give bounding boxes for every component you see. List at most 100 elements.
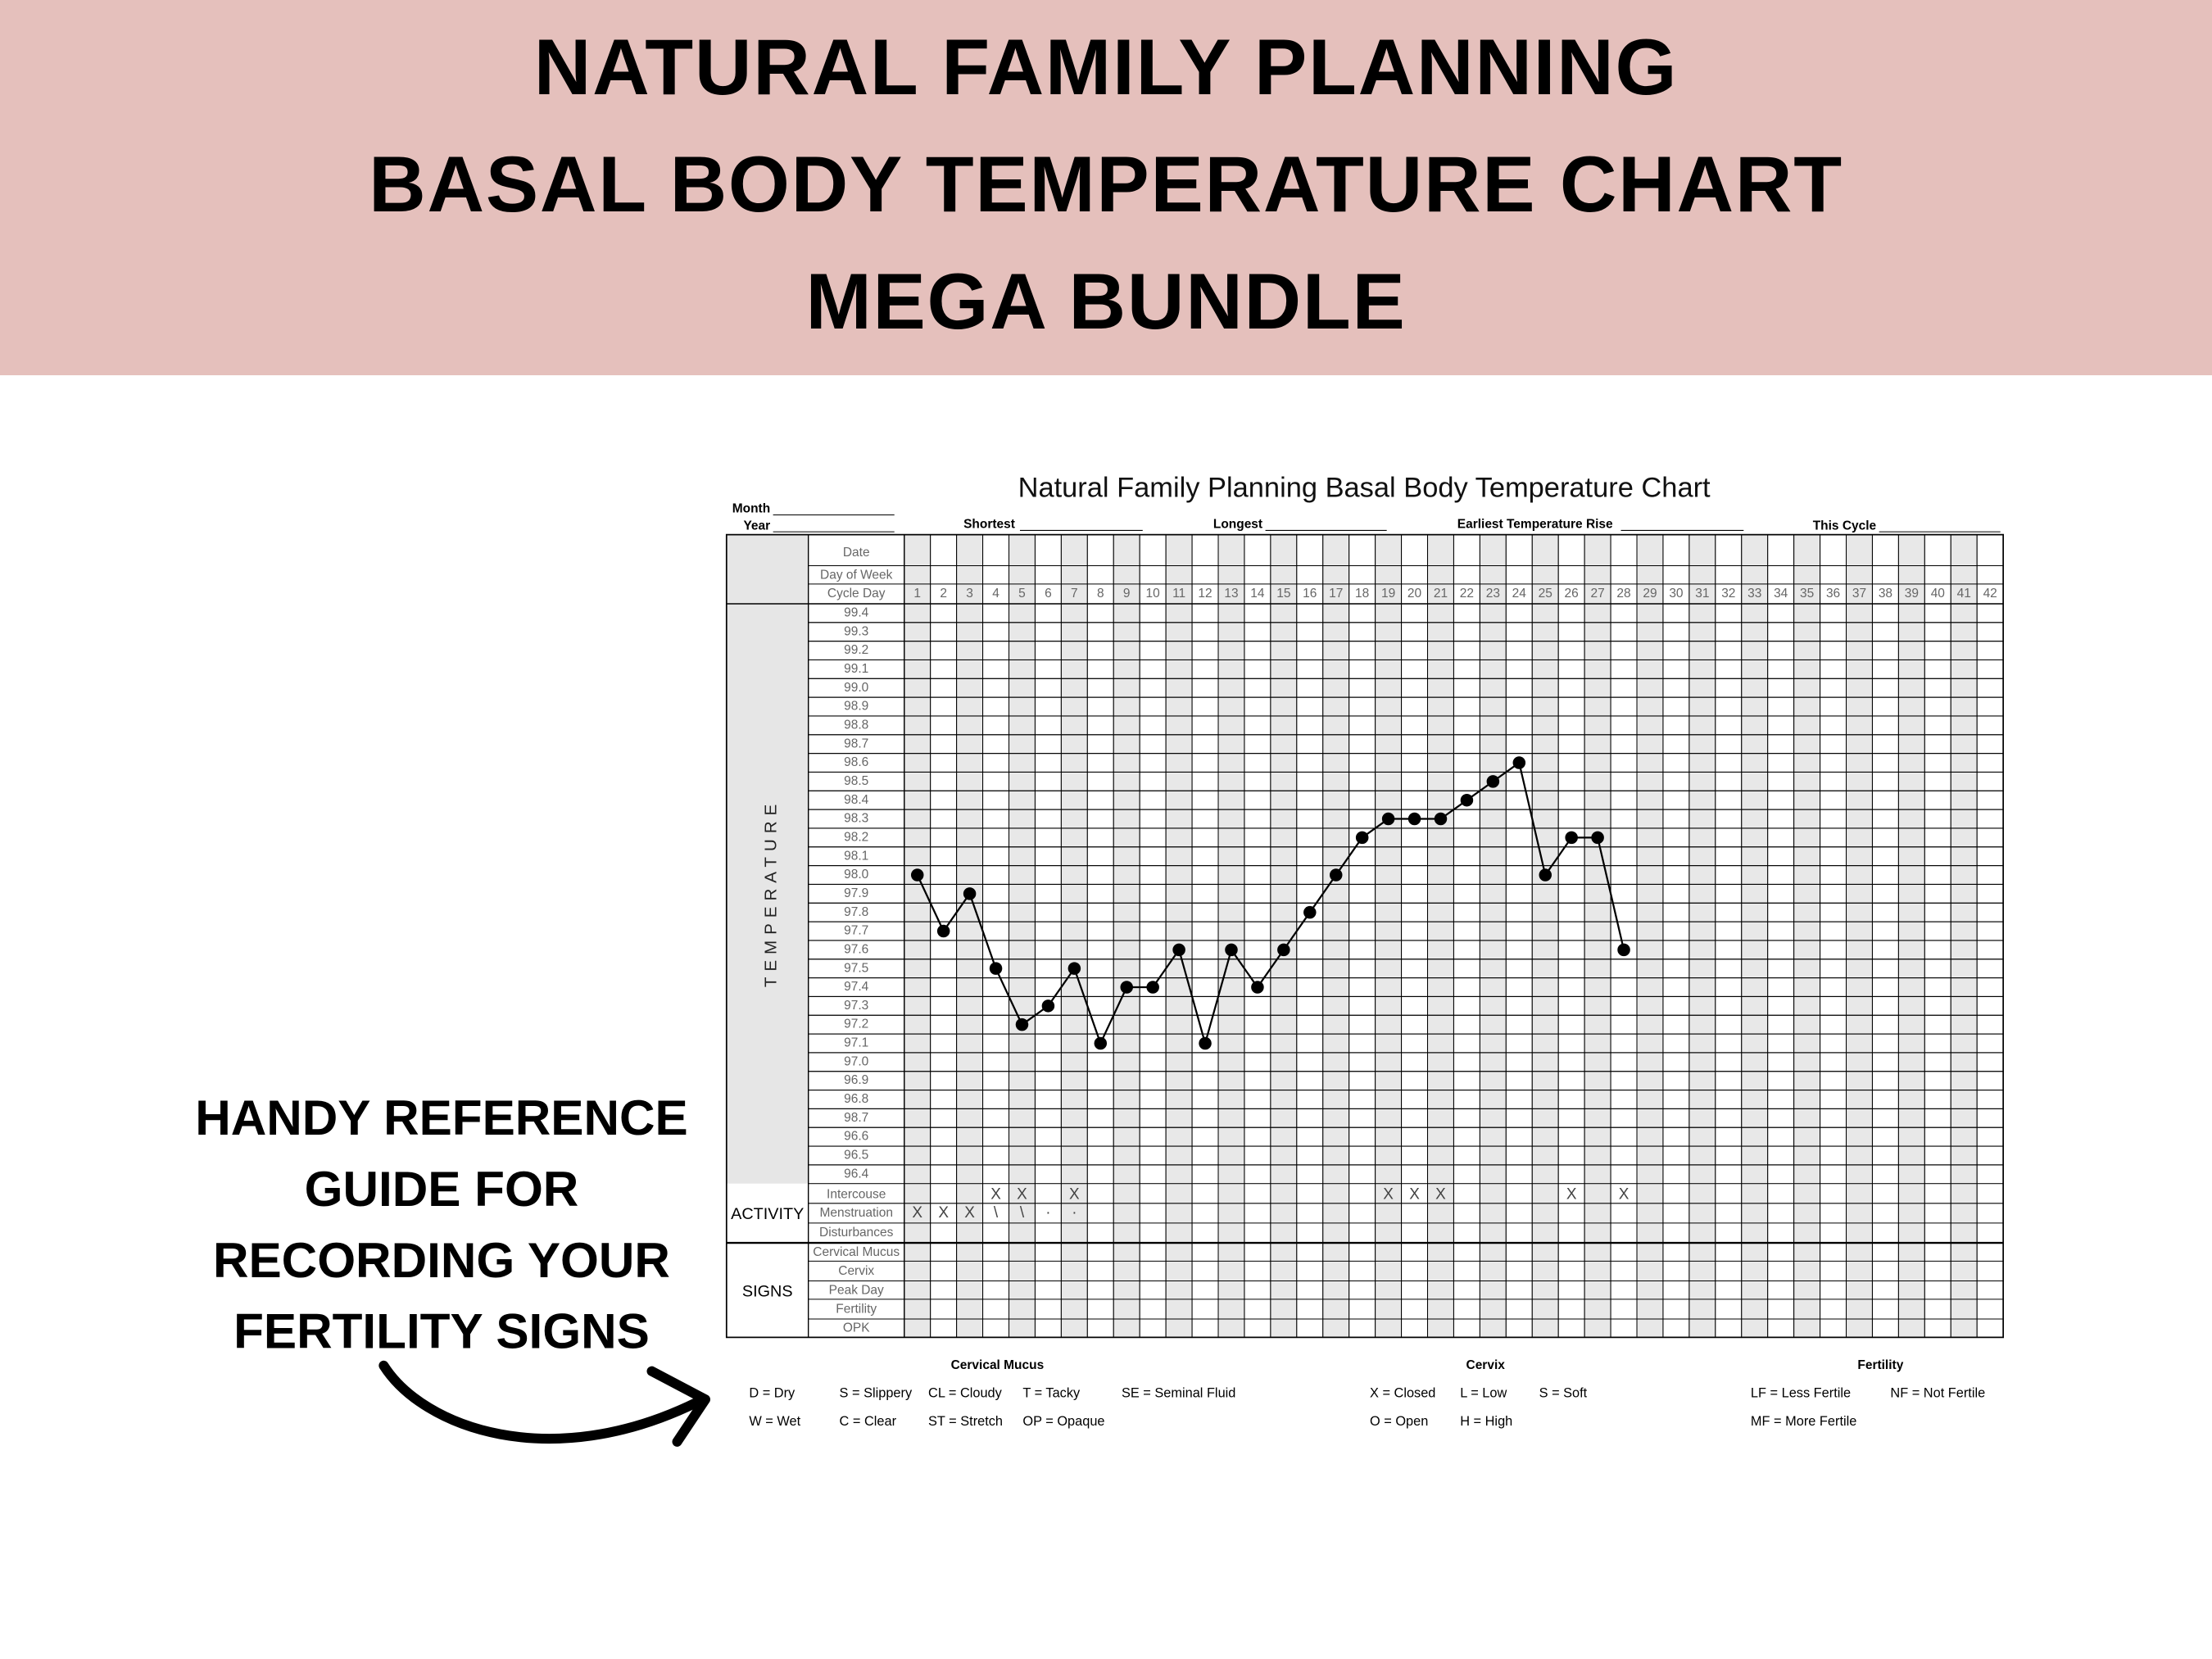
temperature-point xyxy=(910,868,924,882)
y-tick-label: 98.7 xyxy=(844,1111,868,1125)
day-column xyxy=(1715,534,1743,1338)
cycle-day: 29 xyxy=(1643,587,1657,601)
cycle-day: 23 xyxy=(1486,587,1500,601)
row-label: Day of Week xyxy=(820,569,893,582)
section-label: SIGNS xyxy=(742,1283,793,1301)
y-tick-label: 98.1 xyxy=(844,849,868,863)
legend-title: Cervical Mucus xyxy=(951,1358,1045,1372)
y-tick-label: 99.1 xyxy=(844,662,868,676)
cycle-day: 33 xyxy=(1747,587,1761,601)
cycle-day: 28 xyxy=(1616,587,1630,601)
activity-mark: \ xyxy=(994,1204,999,1222)
field-label: Earliest Temperature Rise xyxy=(1457,518,1613,532)
y-tick-label: 98.7 xyxy=(844,737,868,750)
temperature-point xyxy=(1094,1036,1108,1050)
day-column xyxy=(1897,534,1925,1338)
row-label: Cervical Mucus xyxy=(813,1245,900,1259)
day-column xyxy=(1584,534,1611,1338)
y-tick-label: 97.9 xyxy=(844,886,868,900)
temperature-point xyxy=(1277,943,1290,957)
legend-item: SE = Seminal Fluid xyxy=(1122,1386,1235,1401)
temperature-point xyxy=(963,887,977,900)
activity-mark: · xyxy=(1045,1204,1050,1222)
row-label: Disturbances xyxy=(819,1226,894,1240)
legend-title: Cervix xyxy=(1466,1358,1506,1372)
label-column xyxy=(726,534,809,1184)
temperature-point xyxy=(1512,756,1526,769)
y-axis-label: TEMPERATURE xyxy=(761,799,780,987)
cycle-day: 9 xyxy=(1123,587,1131,601)
row-label: Peak Day xyxy=(829,1283,884,1297)
activity-mark: \ xyxy=(1020,1204,1025,1222)
legend-item: C = Clear xyxy=(840,1414,897,1429)
day-column xyxy=(1924,534,1951,1338)
y-tick-label: 97.6 xyxy=(844,942,868,956)
day-column xyxy=(1662,534,1690,1338)
y-tick-label: 98.5 xyxy=(844,774,868,788)
y-tick-label: 97.7 xyxy=(844,924,868,938)
day-column xyxy=(1217,534,1245,1338)
cycle-day: 27 xyxy=(1590,587,1604,601)
field-label: Longest xyxy=(1213,518,1262,532)
cycle-day: 18 xyxy=(1355,587,1369,601)
cycle-day: 26 xyxy=(1565,587,1579,601)
legend-item: H = High xyxy=(1460,1414,1512,1429)
cycle-day: 6 xyxy=(1045,587,1052,601)
temperature-point xyxy=(1407,812,1421,826)
callout-text: GUIDE FOR xyxy=(305,1161,579,1217)
cycle-day: 21 xyxy=(1434,587,1448,601)
day-column xyxy=(1113,534,1140,1338)
temperature-point xyxy=(1355,831,1369,845)
temperature-point xyxy=(1172,943,1185,957)
temperature-point xyxy=(1539,868,1552,882)
cycle-day: 13 xyxy=(1224,587,1238,601)
day-column xyxy=(1688,534,1716,1338)
legend-item: MF = More Fertile xyxy=(1751,1414,1856,1429)
y-tick-label: 96.4 xyxy=(844,1167,869,1181)
cycle-day: 35 xyxy=(1800,587,1814,601)
cycle-day: 11 xyxy=(1172,587,1185,601)
temperature-point xyxy=(1120,981,1133,994)
y-tick-label: 96.9 xyxy=(844,1073,868,1087)
field-label: Month xyxy=(732,502,770,516)
cycle-day: 39 xyxy=(1905,587,1919,601)
cycle-day: 5 xyxy=(1018,587,1026,601)
cycle-day: 42 xyxy=(1983,587,1997,601)
day-column xyxy=(1244,534,1271,1338)
legend-item: ST = Stretch xyxy=(928,1414,1003,1429)
activity-mark: X xyxy=(1619,1185,1630,1203)
day-column xyxy=(1846,534,1873,1338)
day-column xyxy=(1767,534,1795,1338)
day-column xyxy=(1191,534,1219,1338)
day-column xyxy=(1871,534,1899,1338)
y-tick-label: 98.2 xyxy=(844,830,868,844)
temperature-point xyxy=(1199,1036,1212,1050)
legend-item: T = Tacky xyxy=(1022,1386,1081,1401)
chart-title: Natural Family Planning Basal Body Tempe… xyxy=(1018,473,1711,504)
cycle-day: 7 xyxy=(1071,587,1078,601)
temperature-point xyxy=(1015,1018,1029,1031)
cycle-day: 30 xyxy=(1669,587,1683,601)
cycle-day: 31 xyxy=(1695,587,1709,601)
day-column xyxy=(1636,534,1664,1338)
legend-item: D = Dry xyxy=(749,1386,796,1401)
day-column xyxy=(1296,534,1324,1338)
cycle-day: 22 xyxy=(1460,587,1474,601)
activity-mark: X xyxy=(938,1204,949,1222)
row-label: Fertility xyxy=(836,1302,877,1316)
legend-item: X = Closed xyxy=(1370,1386,1435,1401)
temperature-point xyxy=(1565,831,1578,845)
cycle-day: 17 xyxy=(1329,587,1343,601)
day-column xyxy=(1165,534,1193,1338)
y-tick-label: 98.8 xyxy=(844,718,868,732)
legend-item: L = Low xyxy=(1460,1386,1507,1401)
callout-text: RECORDING YOUR xyxy=(213,1232,670,1288)
banner xyxy=(0,0,2212,376)
legend-item: CL = Cloudy xyxy=(928,1386,1003,1401)
y-tick-label: 96.8 xyxy=(844,1092,868,1106)
cycle-day: 16 xyxy=(1303,587,1317,601)
activity-mark: X xyxy=(964,1204,975,1222)
cycle-day: 40 xyxy=(1931,587,1945,601)
